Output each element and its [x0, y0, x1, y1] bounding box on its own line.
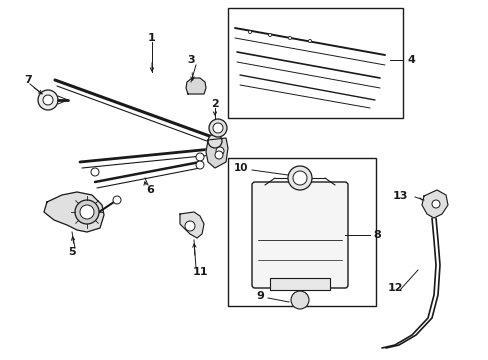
Polygon shape — [205, 138, 227, 168]
Polygon shape — [180, 212, 203, 238]
Text: 5: 5 — [68, 247, 76, 257]
Text: 2: 2 — [211, 99, 219, 109]
Circle shape — [215, 151, 223, 159]
Circle shape — [208, 119, 226, 137]
Circle shape — [43, 95, 53, 105]
Circle shape — [196, 161, 203, 169]
Circle shape — [184, 221, 195, 231]
Circle shape — [287, 166, 311, 190]
Text: 9: 9 — [256, 291, 264, 301]
Circle shape — [80, 205, 94, 219]
Text: 8: 8 — [372, 230, 380, 240]
Text: 3: 3 — [187, 55, 194, 65]
Text: 10: 10 — [233, 163, 247, 173]
Circle shape — [113, 196, 121, 204]
Circle shape — [308, 40, 311, 42]
Text: 4: 4 — [407, 55, 415, 65]
Text: 12: 12 — [386, 283, 402, 293]
Circle shape — [213, 123, 223, 133]
Text: 13: 13 — [392, 191, 407, 201]
Circle shape — [431, 200, 439, 208]
Circle shape — [75, 200, 99, 224]
Text: 6: 6 — [146, 185, 154, 195]
Text: 1: 1 — [148, 33, 156, 43]
FancyBboxPatch shape — [251, 182, 347, 288]
Circle shape — [196, 153, 203, 161]
Circle shape — [91, 168, 99, 176]
Text: 7: 7 — [24, 75, 32, 85]
Circle shape — [216, 147, 224, 155]
Bar — [269, 278, 329, 290]
Bar — [227, 158, 375, 306]
Circle shape — [268, 33, 271, 36]
Circle shape — [288, 36, 291, 40]
Circle shape — [207, 134, 222, 148]
Polygon shape — [421, 190, 447, 218]
Circle shape — [38, 90, 58, 110]
Circle shape — [248, 31, 251, 33]
Bar — [227, 8, 402, 118]
Text: 11: 11 — [192, 267, 207, 277]
Circle shape — [292, 171, 306, 185]
Polygon shape — [185, 78, 205, 94]
Circle shape — [290, 291, 308, 309]
Polygon shape — [44, 192, 104, 232]
